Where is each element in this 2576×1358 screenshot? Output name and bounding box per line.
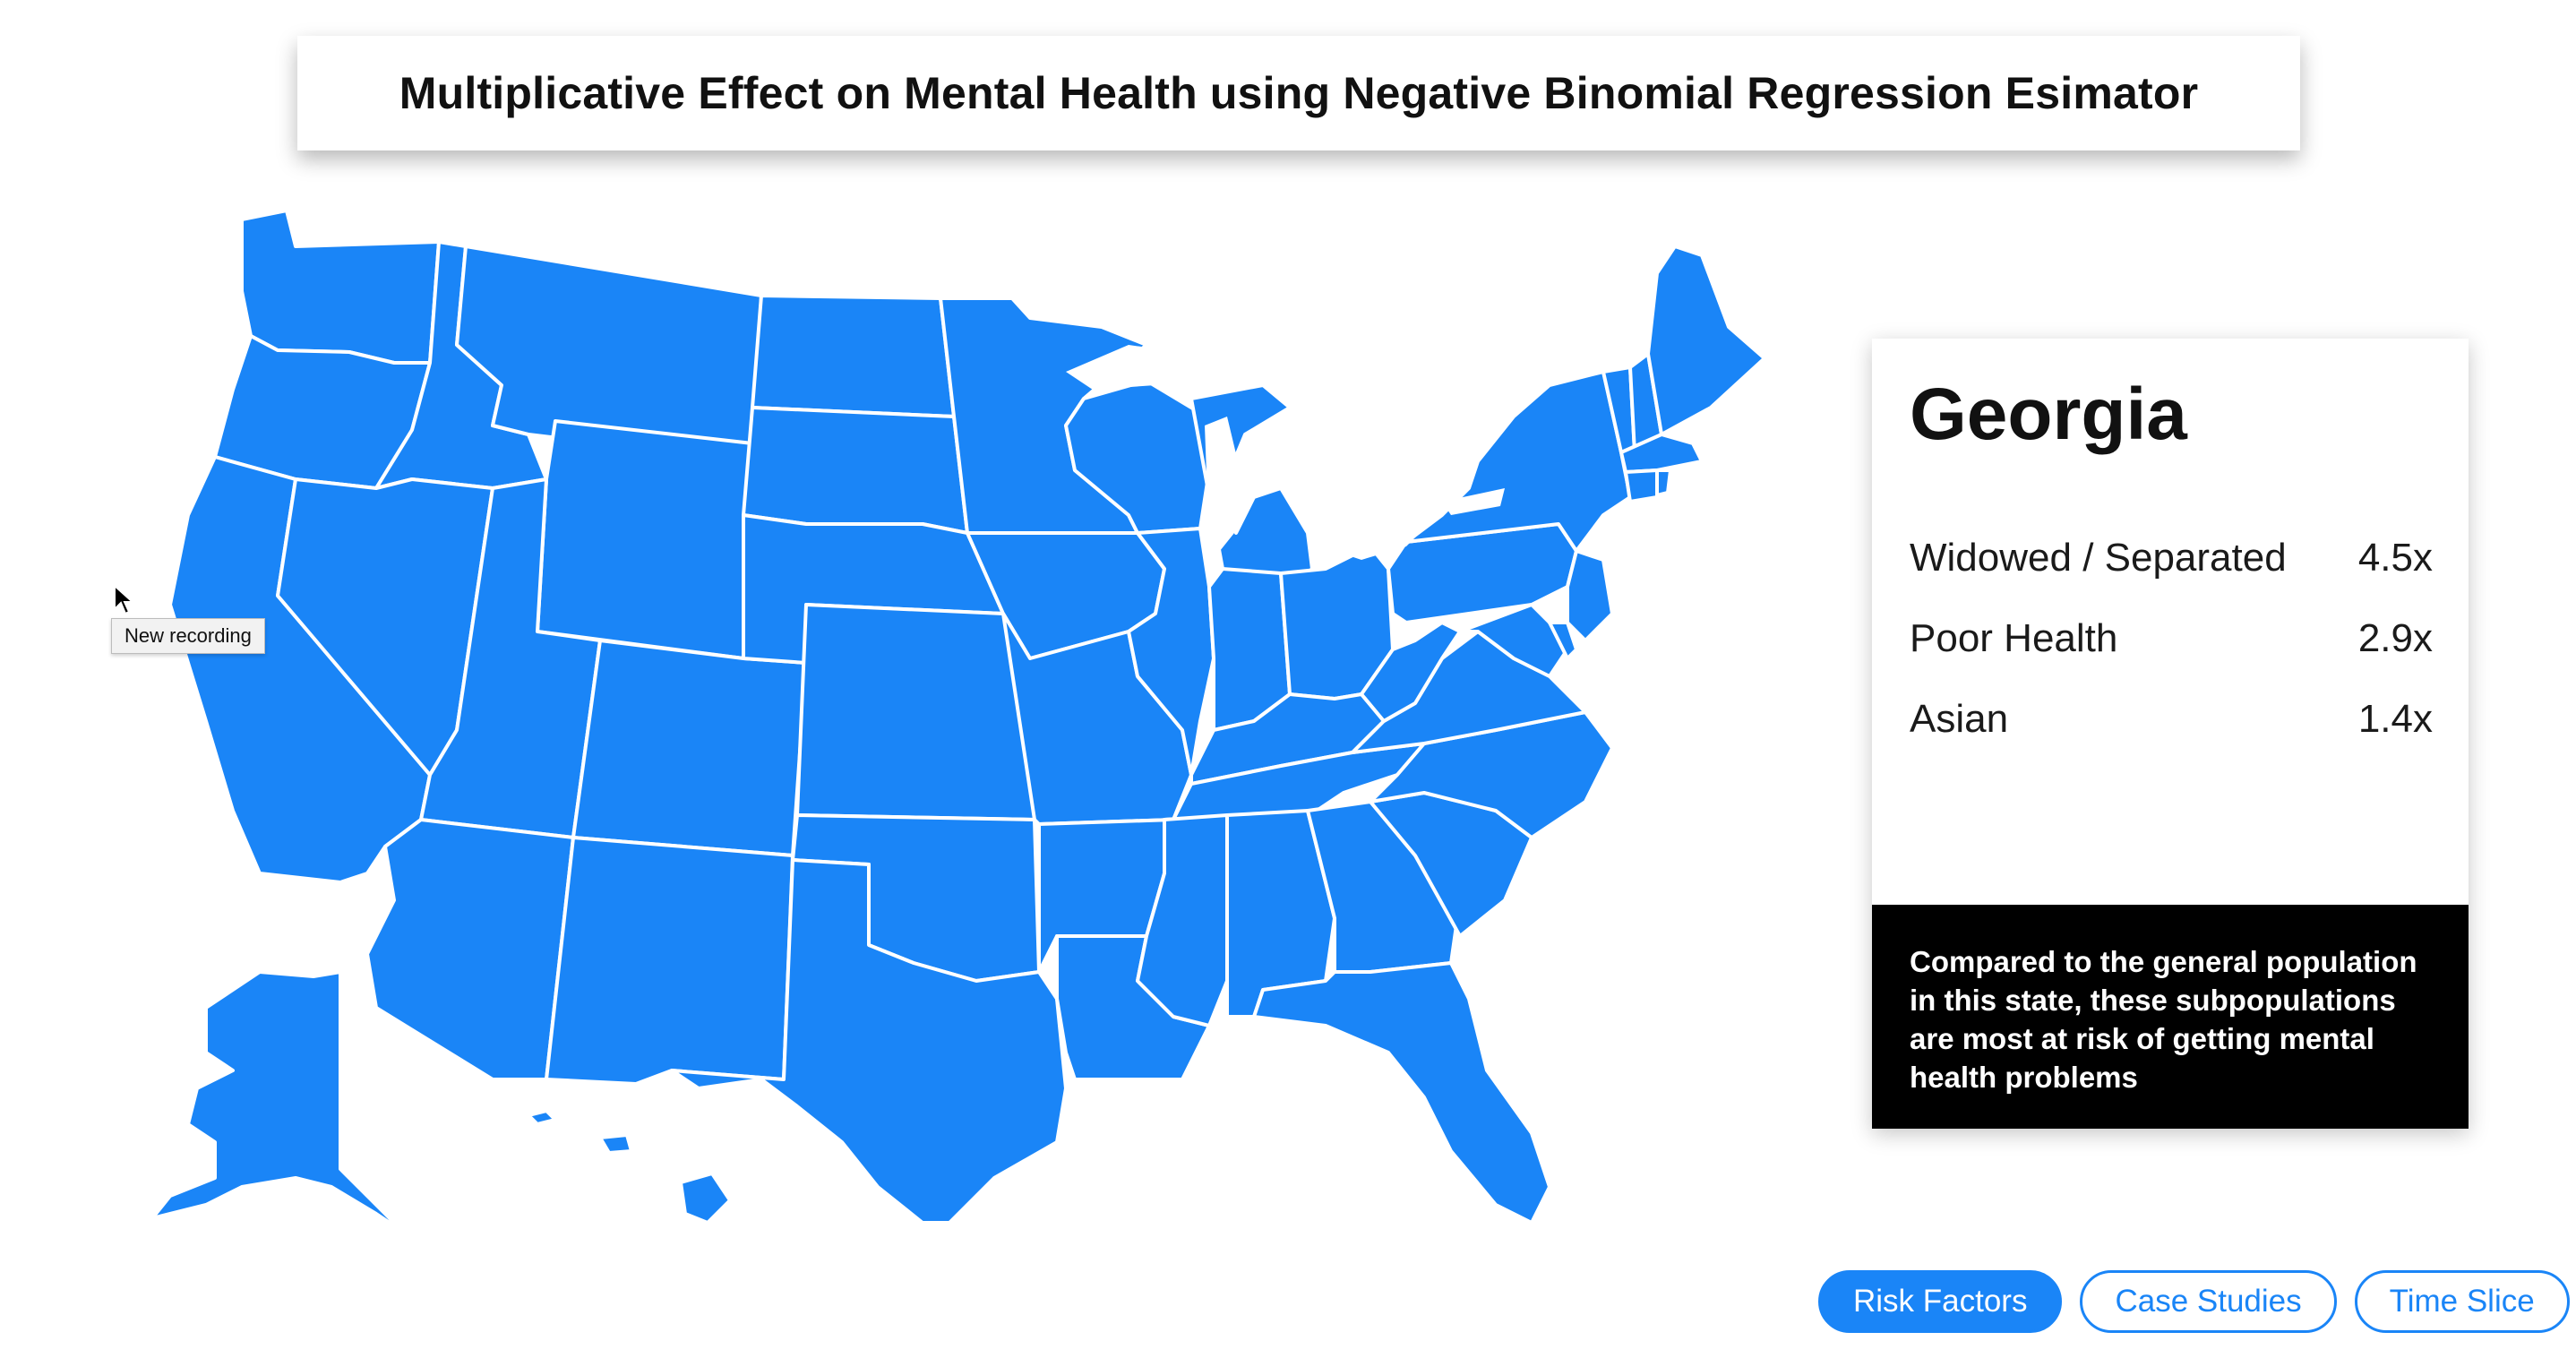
risk-factor-value: 1.4x (2357, 697, 2433, 741)
risk-factors-button[interactable]: Risk Factors (1818, 1270, 2063, 1333)
selected-state-name: Georgia (1910, 374, 2187, 455)
mouse-cursor-icon (114, 584, 135, 615)
state-arizona[interactable] (365, 818, 575, 1081)
state-illinois[interactable] (1127, 527, 1215, 777)
risk-factor-value: 2.9x (2357, 616, 2433, 660)
risk-factor-value: 4.5x (2357, 536, 2433, 580)
state-connecticut[interactable] (1624, 468, 1659, 503)
state-north-dakota[interactable] (751, 294, 956, 418)
state-new-mexico[interactable] (545, 836, 794, 1086)
state-new-jersey[interactable] (1566, 549, 1614, 642)
risk-factor-label: Poor Health (1910, 616, 2118, 660)
time-slice-button[interactable]: Time Slice (2354, 1270, 2570, 1333)
lake-erie (1335, 529, 1424, 560)
lake-michigan (1205, 417, 1238, 551)
state-florida[interactable] (1252, 961, 1551, 1225)
state-texas[interactable] (670, 858, 1068, 1225)
state-alaska[interactable] (150, 970, 405, 1232)
page-title: Multiplicative Effect on Mental Health u… (399, 68, 2199, 118)
title-card: Multiplicative Effect on Mental Health u… (297, 36, 2300, 150)
risk-factor-label: Asian (1910, 697, 2009, 741)
state-maryland[interactable] (1458, 603, 1569, 678)
us-states-map (150, 209, 1766, 1232)
risk-factor-row: Asian 1.4x (1910, 679, 2433, 760)
state-washington[interactable] (240, 209, 441, 365)
risk-factor-label: Widowed / Separated (1910, 536, 2287, 580)
state-info-card: Georgia Widowed / Separated 4.5x Poor He… (1872, 339, 2469, 1129)
state-south-dakota[interactable] (742, 406, 969, 535)
lake-superior (1066, 345, 1209, 390)
recording-tooltip: New recording (111, 618, 265, 654)
state-new-york[interactable] (1404, 370, 1632, 553)
state-wyoming[interactable] (536, 419, 754, 660)
state-hawaii-maui[interactable] (598, 1133, 633, 1155)
state-kansas[interactable] (795, 603, 1036, 821)
state-rhode-island[interactable] (1655, 468, 1672, 497)
risk-factor-list: Widowed / Separated 4.5x Poor Health 2.9… (1910, 518, 2433, 760)
view-toggle-group: Risk Factors Case Studies Time Slice (1818, 1270, 2570, 1333)
state-colorado[interactable] (571, 639, 808, 857)
state-hawaii[interactable] (527, 1109, 557, 1126)
case-studies-button[interactable]: Case Studies (2080, 1270, 2337, 1333)
state-delaware[interactable] (1548, 621, 1578, 660)
risk-explanation-note: Compared to the general population in th… (1872, 905, 2469, 1129)
risk-factor-row: Widowed / Separated 4.5x (1910, 518, 2433, 598)
state-hawaii-big-island[interactable] (679, 1172, 732, 1225)
lake-ontario (1442, 488, 1505, 515)
risk-factor-row: Poor Health 2.9x (1910, 598, 2433, 679)
state-maine[interactable] (1646, 245, 1766, 436)
